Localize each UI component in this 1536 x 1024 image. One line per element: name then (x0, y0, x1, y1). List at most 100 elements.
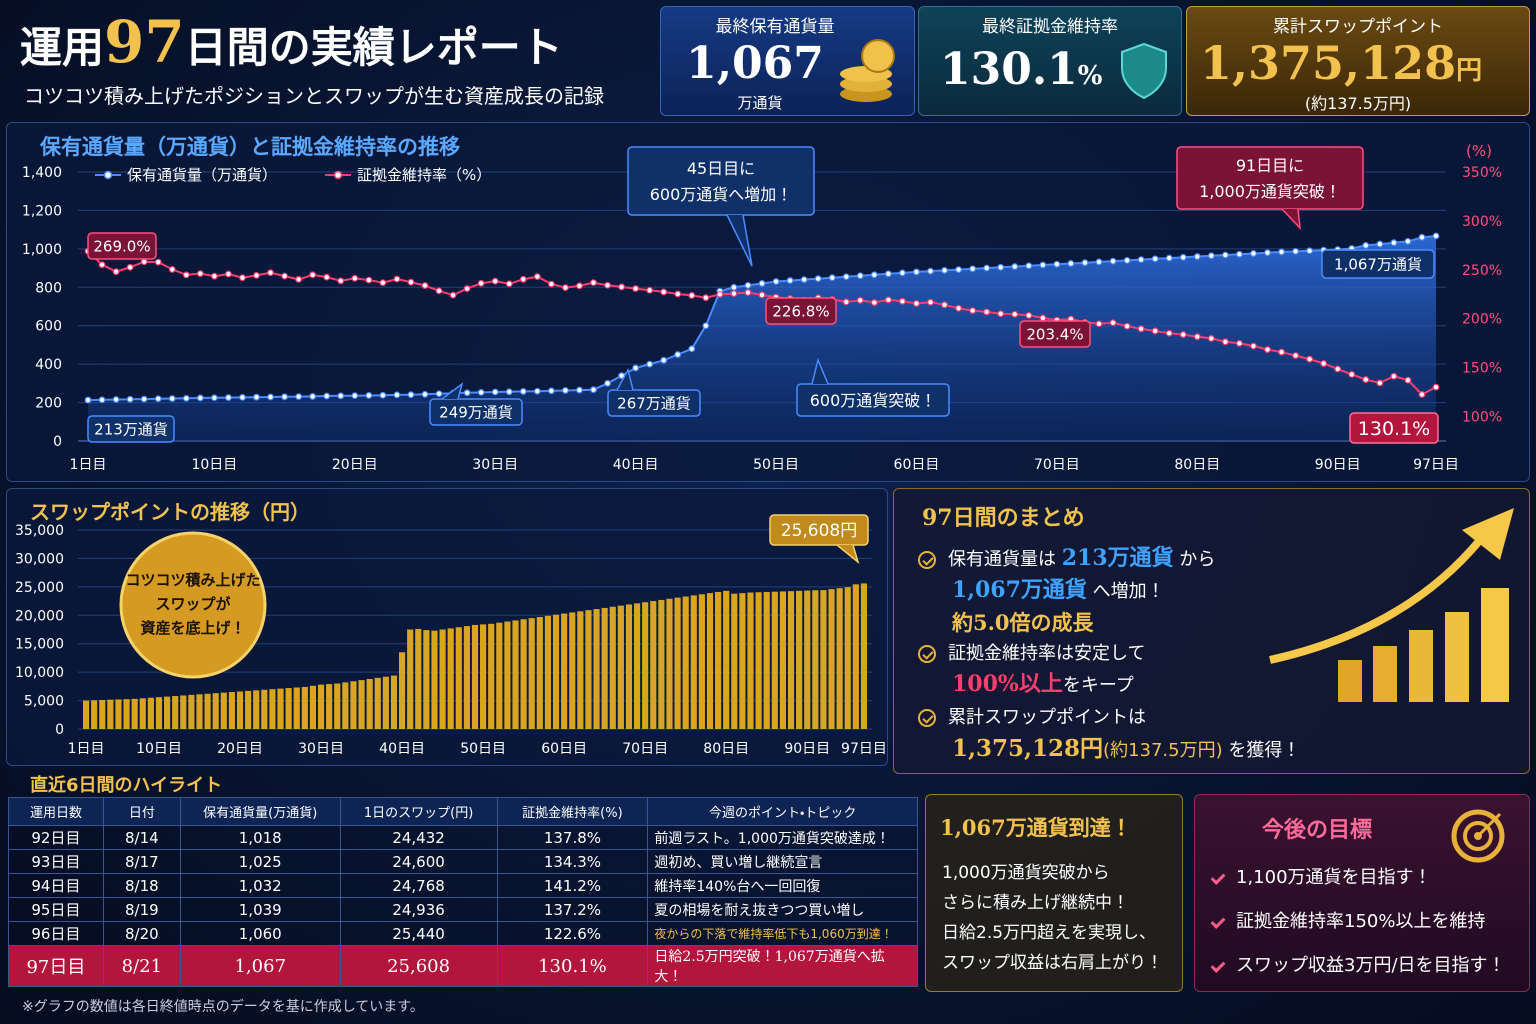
highlight: 1,067万通貨 (952, 577, 1087, 603)
cell: 141.2% (496, 873, 649, 898)
cell: 137.8% (496, 825, 649, 850)
footnote: ※グラフの数値は各日終値時点のデータを基に作成しています。 (22, 999, 424, 1015)
cell: 8/14 (102, 825, 181, 850)
summary-item: 累計スワップポイントは 1,375,128円(約137.5万円) を獲得！ (918, 702, 1300, 766)
row: 92日目 8/14 1,018 24,432 137.8% 前週ラスト。1,000万通貨突… (8, 825, 918, 850)
cell: 前週ラスト。1,000万通貨突破達成！ (647, 825, 918, 850)
header-cell: 日付 (102, 797, 181, 826)
title-part: 運用 (20, 23, 105, 72)
cell: 1,018 (179, 825, 341, 850)
highlight: 100%以上 (952, 671, 1063, 697)
chart-title: 保有通貨量（万通貨）と証拠金維持率の推移 (40, 135, 460, 159)
header-cell: 1日のスワップ(円) (339, 797, 498, 826)
cell: 日給2.5万円突破！1,067万通貨へ拡大！ (647, 945, 918, 987)
text: 証拠金維持率は安定して (948, 643, 1146, 664)
title: 運用97日間の実績レポート (20, 8, 563, 76)
cell: 95日目 (8, 897, 104, 922)
table: 運用日数 日付 保有通貨量(万通貨) 1日のスワップ(円) 証拠金維持率(%) 今週のポイ… (8, 797, 918, 987)
kpi-unit: 円 (1456, 56, 1483, 86)
goal-item: 証拠金維持率150%以上を維持 (1210, 900, 1506, 944)
cell: 8/19 (102, 897, 181, 922)
cell: 1,060 (179, 921, 341, 946)
text: 1,100万通貨を目指す！ (1236, 867, 1432, 888)
goal-item: スワップ収益3万円/日を目指す！ (1210, 944, 1506, 988)
cell: 夏の相場を耐え抜きつつ買い増し (647, 897, 918, 922)
text: をキープ (1062, 675, 1134, 696)
summary-title: 97日間のまとめ (922, 505, 1085, 531)
text: 保有通貨量は (948, 549, 1056, 570)
highlight: 1,375,128円 (952, 735, 1104, 762)
text: スワップ収益3万円/日を目指す！ (1236, 955, 1506, 976)
kpi-label: 最終保有通貨量 (715, 17, 835, 37)
kpi-unit: 万通貨 (737, 94, 783, 112)
title-number: 97 (104, 8, 185, 76)
highlight: 213万通貨 (1061, 545, 1174, 571)
kpi-label: 累計スワップポイント (1273, 17, 1443, 37)
text: 累計スワップポイントは (948, 707, 1146, 728)
cell: 137.2% (496, 897, 649, 922)
cell: 122.6% (496, 921, 649, 946)
cell: 8/17 (102, 849, 181, 874)
cell: 8/18 (102, 873, 181, 898)
highlight: 約5.0倍の成長 (952, 610, 1094, 635)
text: から (1179, 549, 1216, 570)
cell: 25,608 (339, 945, 498, 987)
kpi-unit: % (1077, 61, 1103, 91)
text: さらに積み上げ継続中！ (942, 893, 1129, 913)
subtitle: コツコツ積み上げたポジションとスワップが生む資産成長の記録 (24, 84, 604, 108)
title-part: 日間の実績レポート (184, 23, 563, 72)
cell: 8/20 (102, 921, 181, 946)
kpi-value: 130.1% (940, 44, 1103, 95)
kpi-value: 1,067 (686, 38, 824, 89)
summary-item: 証拠金維持率は安定して 100%以上をキープ (918, 638, 1145, 701)
cell: 1,032 (179, 873, 341, 898)
cell: 8/21 (102, 945, 181, 987)
header-cell: 証拠金維持率(%) (496, 797, 649, 826)
text: 日給2.5万円超えを実現し、 (942, 923, 1157, 943)
cell: 24,768 (339, 873, 498, 898)
header-cell: 運用日数 (8, 797, 104, 826)
cell: 134.3% (496, 849, 649, 874)
y2-axis-label: (%) (1466, 142, 1492, 160)
header-cell: 今週のポイント・トピック (647, 797, 918, 826)
cell: 96日目 (8, 921, 104, 946)
kpi-box (1186, 6, 1530, 116)
chart-title: スワップポイントの推移（円） (30, 500, 310, 524)
row: 94日目 8/18 1,032 24,768 141.2% 維持率140%台へ一回回復 (8, 873, 918, 898)
line-panel (6, 122, 1530, 482)
cell: 24,432 (339, 825, 498, 850)
cell: 24,600 (339, 849, 498, 874)
summary-item: 保有通貨量は 213万通貨 から 1,067万通貨 へ増加！ 約5.0倍の成長 (918, 543, 1215, 640)
kpi-number: 130.1 (940, 44, 1078, 95)
kpi-number: 1,375,128 (1200, 36, 1457, 90)
text: スワップ収益は右肩上がり！ (942, 953, 1163, 973)
cell: 1,025 (179, 849, 341, 874)
cell: 97日目 (8, 945, 104, 987)
cell: 夜からの下落で維持率低下も1,060万到達！ (647, 921, 918, 946)
cell: 維持率140%台へ一回回復 (647, 873, 918, 898)
note: (約137.5万円) (1103, 740, 1223, 761)
row: 96日目 8/20 1,060 25,440 122.6% 夜からの下落で維持率低下も1,… (8, 921, 918, 946)
row: 95日目 8/19 1,039 24,936 137.2% 夏の相場を耐え抜きつつ買い増し (8, 897, 918, 922)
cell: 130.1% (496, 945, 649, 987)
text: 1,000万通貨突破から (942, 863, 1110, 883)
kpi-note: (約137.5万円) (1304, 94, 1412, 113)
goal-item: 1,100万通貨を目指す！ (1210, 856, 1506, 900)
milestone-body: 1,000万通貨突破から さらに積み上げ継続中！ 日給2.5万円超えを実現し、 スワッ… (942, 858, 1163, 978)
cell: 94日目 (8, 873, 104, 898)
cell: 1,067 (179, 945, 341, 987)
row: 97日目 8/21 1,067 25,608 130.1% 日給2.5万円突破！1,067… (8, 945, 918, 987)
milestone-panel (925, 794, 1183, 992)
text: 証拠金維持率150%以上を維持 (1236, 911, 1486, 932)
text: を獲得！ (1228, 740, 1301, 761)
table-title: 直近6日間のハイライト (30, 775, 223, 796)
cell: 1,039 (179, 897, 341, 922)
header-row: 運用日数 日付 保有通貨量(万通貨) 1日のスワップ(円) 証拠金維持率(%) 今週のポイ… (8, 797, 918, 826)
header-cell: 保有通貨量(万通貨) (179, 797, 341, 826)
cell: 24,936 (339, 897, 498, 922)
goals-list: 1,100万通貨を目指す！ 証拠金維持率150%以上を維持 スワップ収益3万円/… (1210, 856, 1506, 988)
cell: 92日目 (8, 825, 104, 850)
row: 93日目 8/17 1,025 24,600 134.3% 週初め、買い増し継続宣言 (8, 849, 918, 874)
